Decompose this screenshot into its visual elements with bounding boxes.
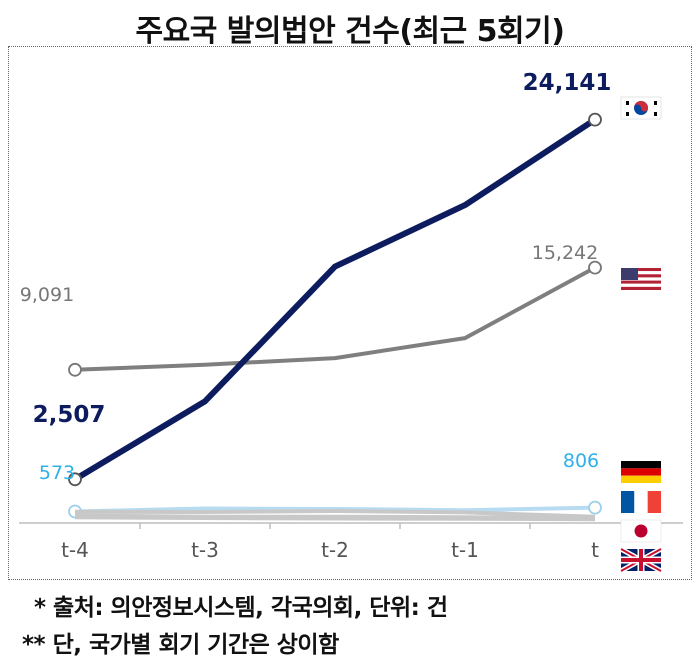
- series-line-germany: [74, 505, 596, 514]
- data-point-korea: [588, 112, 602, 127]
- data-label-korea-first: 2,507: [33, 402, 106, 428]
- series-line-france: [74, 509, 596, 519]
- series-line-usa: [74, 265, 596, 372]
- usa-flag: [621, 268, 661, 290]
- germany-flag: [621, 461, 661, 483]
- x-tick-label: t: [591, 538, 599, 562]
- series-line-korea: [73, 117, 597, 482]
- line-chart: t-4 t-3 t-2 t-1 t 2,507 24,141 9,091 15,242 573 80…: [19, 70, 683, 574]
- x-tick-label: t-2: [321, 538, 349, 562]
- france-flag: [621, 491, 661, 513]
- data-point-usa: [68, 362, 82, 377]
- data-label-usa-last: 15,242: [532, 242, 598, 264]
- data-label-korea-last: 24,141: [523, 70, 612, 96]
- data-point-germany: [588, 500, 602, 515]
- caveat-note: ** 단, 국가별 회기 기간은 상이함: [22, 632, 339, 658]
- chart-title: 주요국 발의법안 건수(최근 5회기): [135, 14, 565, 49]
- x-tick-label: t-4: [61, 538, 89, 562]
- source-note: * 출처: 의안정보시스템, 각국의회, 단위: 건: [34, 595, 448, 621]
- data-label-germany-last: 806: [563, 450, 599, 472]
- x-tick-label: t-1: [451, 538, 479, 562]
- data-label-usa-first: 9,091: [20, 284, 74, 306]
- korea-flag: [620, 96, 662, 120]
- chart-frame: t-4 t-3 t-2 t-1 t 2,507 24,141 9,091 15,242 573 80…: [8, 46, 692, 580]
- data-point-korea: [68, 472, 82, 487]
- series-line-uk: [74, 515, 596, 522]
- data-point-usa: [588, 260, 602, 275]
- uk-flag: [619, 546, 663, 574]
- x-tick-label: t-3: [191, 538, 219, 562]
- japan-flag: [620, 519, 662, 543]
- data-label-germany-first: 573: [39, 462, 75, 484]
